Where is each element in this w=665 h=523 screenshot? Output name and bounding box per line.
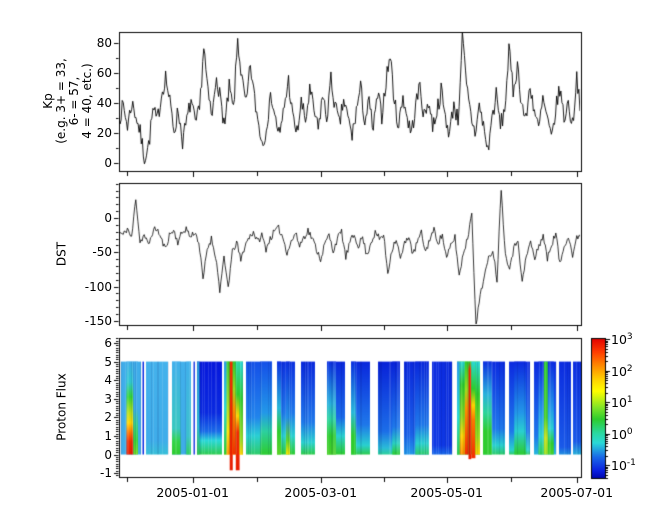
y-tick-label-kp: 20 (96, 126, 112, 140)
y-tick-label-proton_flux: -1 (100, 466, 112, 480)
y-tick-label-dst: -100 (84, 280, 112, 294)
y-tick-label-kp: 40 (96, 96, 112, 110)
colorbar-tick-label: 102 (611, 364, 633, 380)
y-tick-label-dst: 0 (104, 211, 112, 225)
x-tick-label: 2005-03-01 (284, 485, 358, 500)
y-tick-label-proton_flux: 3 (104, 392, 112, 406)
colorbar-tick-label: 10-1 (611, 458, 636, 474)
y-tick-label-dst: -50 (92, 245, 112, 259)
y-tick-label-proton_flux: 5 (104, 355, 112, 369)
y-tick-label-proton_flux: 1 (104, 429, 112, 443)
colorbar-tick-label: 103 (611, 332, 633, 348)
y-tick-label-proton_flux: 2 (104, 410, 112, 424)
y-tick-label-proton_flux: 0 (104, 448, 112, 462)
y-tick-label-proton_flux: 4 (104, 373, 112, 387)
y-tick-label-dst: -150 (84, 314, 112, 328)
x-tick-label: 2005-07-01 (540, 485, 614, 500)
colorbar-tick-label: 100 (611, 427, 633, 443)
y-tick-label-proton_flux: 6 (104, 336, 112, 350)
colorbar-tick-label: 101 (611, 395, 633, 411)
x-tick-label: 2005-01-01 (156, 485, 230, 500)
y-tick-label-kp: 0 (104, 156, 112, 170)
y-tick-label-kp: 60 (96, 66, 112, 80)
x-tick-label: 2005-05-01 (410, 485, 484, 500)
y-tick-label-kp: 80 (96, 36, 112, 50)
